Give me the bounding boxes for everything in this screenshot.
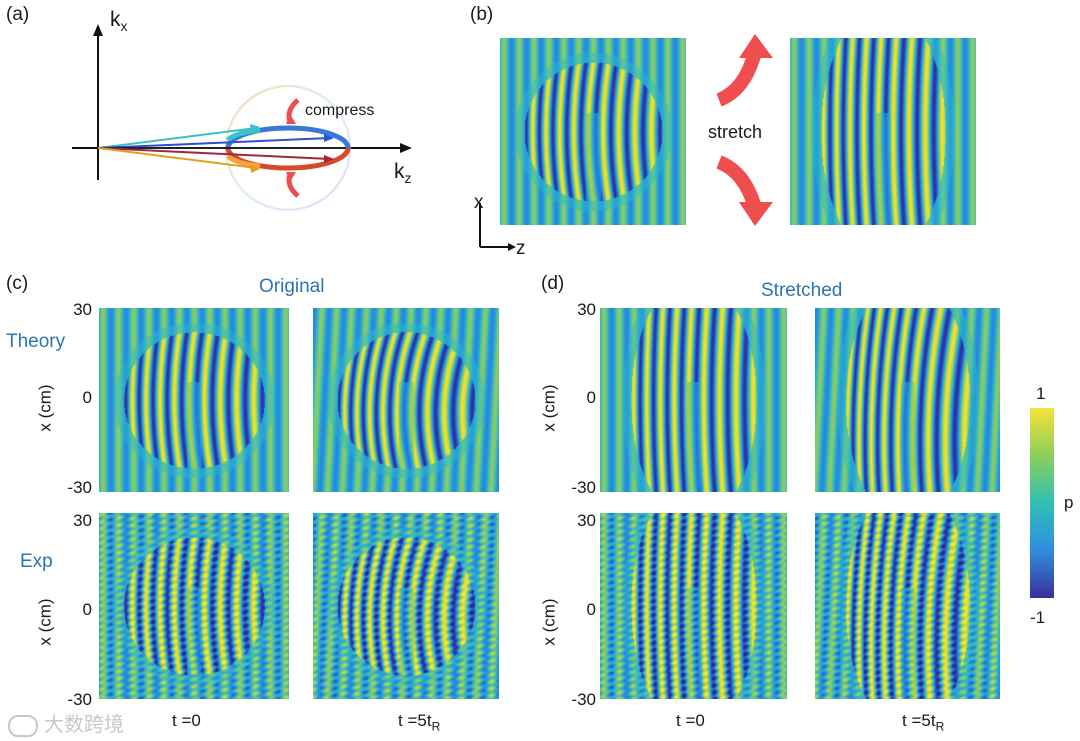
colorbar-label: p: [1064, 493, 1074, 512]
c-theory-ylabel: x (cm): [35, 384, 55, 432]
original-title: Original: [259, 276, 325, 297]
c-exp-tick-neg30: -30: [67, 690, 92, 709]
field-map-d-theory-t0: [600, 308, 787, 492]
c-tick-30: 30: [73, 300, 92, 319]
field-map-c-exp-t0: [99, 513, 289, 699]
theory-row-label: Theory: [6, 331, 66, 352]
panel-label-d: (d): [541, 273, 565, 294]
d-time-t0: t =0: [676, 711, 705, 730]
compress-annotation: compress: [305, 102, 375, 119]
c-time-t5: t =5tR: [398, 711, 441, 734]
b-axis-z: z: [516, 238, 526, 259]
watermark: 大数跨境: [8, 708, 124, 737]
field-map-c-theory-t0: [99, 308, 289, 492]
colorbar: [1030, 408, 1054, 598]
stretch-annotation: stretch: [708, 122, 763, 142]
colorbar-min: -1: [1030, 608, 1046, 627]
field-map-d-exp-t0: [600, 513, 787, 699]
c-time-t0: t =0: [172, 711, 201, 730]
panel-label-a: (a): [6, 4, 30, 25]
d-theory-ylabel: x (cm): [539, 384, 559, 432]
panel-label-b: (b): [470, 4, 494, 25]
field-map-b-stretched: [790, 38, 976, 225]
c-tick-0: 0: [82, 388, 92, 407]
b-axis-x: x: [474, 192, 484, 213]
field-map-d-theory-t5: [815, 308, 1000, 492]
exp-row-label: Exp: [20, 551, 53, 572]
kx-axis-label: kx: [110, 8, 128, 35]
c-tick-neg30: -30: [67, 478, 92, 497]
field-map-c-exp-t5: [313, 513, 499, 699]
field-map-c-theory-t5: [313, 308, 499, 492]
d-tick-30: 30: [577, 300, 596, 319]
stretched-title: Stretched: [761, 280, 843, 301]
d-time-t5: t =5tR: [902, 711, 945, 734]
panel-label-c: (c): [6, 273, 29, 294]
xz-axes-icon: [479, 203, 516, 251]
d-tick-neg30: -30: [571, 478, 596, 497]
stretch-arrows: [716, 34, 773, 226]
d-tick-0: 0: [586, 388, 596, 407]
field-map-b-original: [500, 38, 686, 225]
d-exp-tick-0: 0: [586, 600, 596, 619]
d-exp-tick-neg30: -30: [571, 690, 596, 709]
c-exp-ylabel: x (cm): [35, 598, 55, 646]
c-exp-tick-30: 30: [73, 511, 92, 530]
colorbar-max: 1: [1036, 384, 1046, 403]
d-exp-ylabel: x (cm): [539, 598, 559, 646]
k-space-diagram: [72, 24, 412, 212]
watermark-logo-icon: [8, 714, 38, 737]
field-map-d-exp-t5: [815, 513, 1000, 699]
c-exp-tick-0: 0: [82, 600, 92, 619]
kz-axis-label: kz: [394, 160, 412, 187]
d-exp-tick-30: 30: [577, 511, 596, 530]
